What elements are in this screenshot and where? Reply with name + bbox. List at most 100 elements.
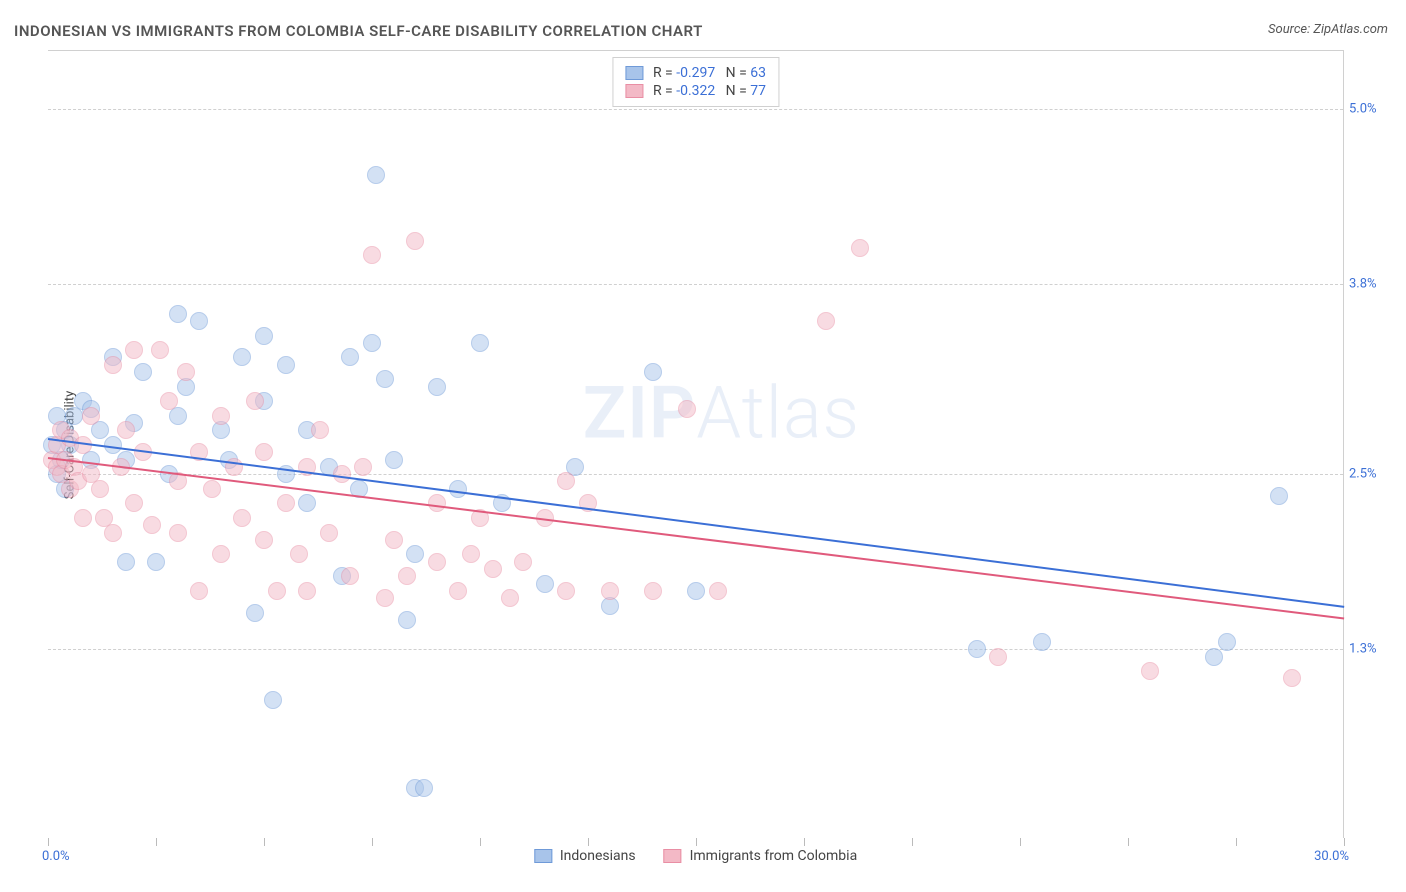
data-point: [169, 305, 187, 323]
data-point: [501, 589, 519, 607]
data-point: [203, 480, 221, 498]
stats-row: R = -0.297 N = 63: [625, 64, 766, 82]
data-point: [376, 589, 394, 607]
y-tick-label: 2.5%: [1349, 467, 1393, 482]
data-point: [385, 531, 403, 549]
gridline: [48, 284, 1343, 285]
data-point: [709, 582, 727, 600]
data-point: [82, 407, 100, 425]
data-point: [678, 400, 696, 418]
y-tick-label: 3.8%: [1349, 277, 1393, 292]
x-tick: [1236, 838, 1237, 846]
gridline: [48, 109, 1343, 110]
data-point: [385, 451, 403, 469]
data-point: [514, 553, 532, 571]
data-point: [968, 640, 986, 658]
legend-swatch: [534, 849, 552, 863]
data-point: [687, 582, 705, 600]
bottom-legend: Indonesians Immigrants from Colombia: [534, 848, 857, 864]
data-point: [557, 472, 575, 490]
data-point: [406, 232, 424, 250]
stats-text: R = -0.322 N = 77: [653, 83, 766, 99]
data-point: [851, 239, 869, 257]
legend-label: Indonesians: [560, 848, 636, 864]
x-tick: [1344, 838, 1345, 846]
x-axis-end-label: 30.0%: [1314, 849, 1349, 864]
data-point: [536, 575, 554, 593]
data-point: [190, 582, 208, 600]
data-point: [1218, 633, 1236, 651]
data-point: [117, 553, 135, 571]
data-point: [1033, 633, 1051, 651]
legend-swatch: [625, 66, 643, 80]
data-point: [1141, 662, 1159, 680]
data-point: [406, 545, 424, 563]
gridline: [48, 474, 1343, 475]
data-point: [471, 334, 489, 352]
data-point: [290, 545, 308, 563]
data-point: [415, 779, 433, 797]
data-point: [367, 166, 385, 184]
data-point: [376, 370, 394, 388]
x-tick: [1128, 838, 1129, 846]
stats-text: R = -0.297 N = 63: [653, 65, 766, 81]
data-point: [341, 567, 359, 585]
data-point: [354, 458, 372, 476]
data-point: [341, 348, 359, 366]
data-point: [428, 378, 446, 396]
data-point: [1283, 669, 1301, 687]
data-point: [212, 545, 230, 563]
x-tick: [48, 838, 49, 846]
data-point: [177, 363, 195, 381]
x-tick: [1020, 838, 1021, 846]
data-point: [264, 691, 282, 709]
data-point: [557, 582, 575, 600]
legend-swatch: [664, 849, 682, 863]
data-point: [134, 363, 152, 381]
data-point: [246, 604, 264, 622]
data-point: [143, 516, 161, 534]
plot-area: Self-Care Disability ZIPAtlas 1.3%2.5%3.…: [48, 50, 1344, 838]
data-point: [817, 312, 835, 330]
data-point: [246, 392, 264, 410]
data-point: [117, 421, 135, 439]
stats-row: R = -0.322 N = 77: [625, 82, 766, 100]
data-point: [277, 494, 295, 512]
data-point: [233, 348, 251, 366]
data-point: [320, 524, 338, 542]
data-point: [160, 392, 178, 410]
plot-inner: 1.3%2.5%3.8%5.0%: [48, 51, 1343, 838]
gridline: [48, 649, 1343, 650]
data-point: [449, 480, 467, 498]
chart-title: INDONESIAN VS IMMIGRANTS FROM COLOMBIA S…: [14, 22, 703, 40]
data-point: [601, 582, 619, 600]
x-axis-start-label: 0.0%: [42, 849, 70, 864]
y-tick-label: 5.0%: [1349, 102, 1393, 117]
data-point: [147, 553, 165, 571]
data-point: [233, 509, 251, 527]
data-point: [125, 494, 143, 512]
stats-legend: R = -0.297 N = 63 R = -0.322 N = 77: [612, 57, 779, 107]
data-point: [1205, 648, 1223, 666]
data-point: [484, 560, 502, 578]
legend-item: Immigrants from Colombia: [664, 848, 858, 864]
data-point: [298, 582, 316, 600]
x-tick: [156, 838, 157, 846]
data-point: [212, 407, 230, 425]
data-point: [125, 341, 143, 359]
x-tick: [264, 838, 265, 846]
data-point: [255, 531, 273, 549]
data-point: [1270, 487, 1288, 505]
legend-item: Indonesians: [534, 848, 636, 864]
data-point: [644, 582, 662, 600]
data-point: [462, 545, 480, 563]
data-point: [298, 494, 316, 512]
data-point: [169, 524, 187, 542]
data-point: [190, 312, 208, 330]
data-point: [91, 480, 109, 498]
x-tick: [804, 838, 805, 846]
data-point: [104, 356, 122, 374]
legend-swatch: [625, 84, 643, 98]
data-point: [277, 356, 295, 374]
data-point: [311, 421, 329, 439]
